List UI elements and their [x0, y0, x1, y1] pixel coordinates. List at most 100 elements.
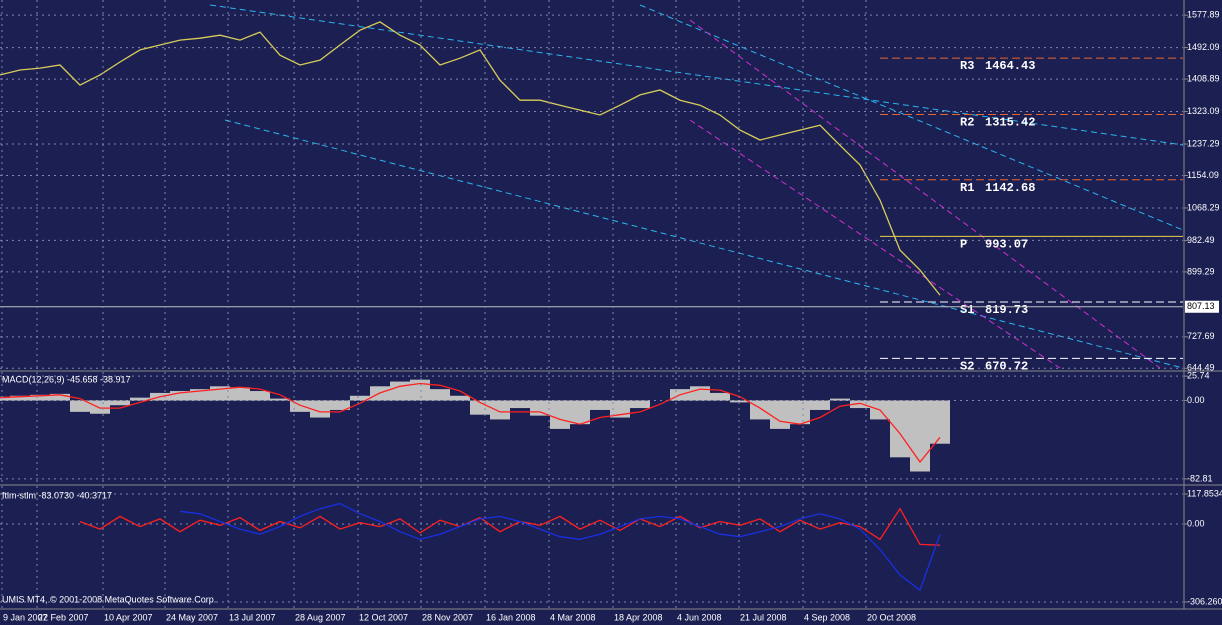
bar: [290, 400, 310, 412]
pivot-name: S2: [960, 360, 974, 374]
x-tick-label: 22 Feb 2007: [38, 612, 89, 622]
bar: [930, 400, 950, 444]
bar: [630, 400, 650, 409]
bar: [890, 400, 910, 458]
bar: [590, 400, 610, 410]
x-tick-label: 20 Oct 2008: [867, 612, 916, 622]
bar: [810, 400, 830, 410]
bar: [250, 391, 270, 401]
bar: [550, 400, 570, 429]
bar: [830, 398, 850, 401]
bar: [110, 400, 130, 406]
pivot-name: R2: [960, 116, 974, 130]
bar: [390, 381, 410, 401]
y-tick-label: 1577.89: [1187, 10, 1220, 20]
panel-borders: [0, 0, 1222, 610]
pivot-value: 1464.43: [985, 59, 1035, 73]
y-tick-label: 982.49: [1187, 235, 1215, 245]
pivot-value: 670.72: [985, 360, 1028, 374]
y-tick-label: 0.00: [1187, 518, 1205, 528]
bar: [750, 400, 770, 420]
y-tick-label: 1408.89: [1187, 73, 1220, 83]
bar: [570, 400, 590, 425]
channel-line: [689, 119, 1061, 369]
current-price-box: [1185, 300, 1219, 313]
y-tick-label: 727.69: [1187, 331, 1215, 341]
bar: [30, 394, 50, 401]
y-tick-label: 1492.09: [1187, 42, 1220, 52]
pivot-name: R1: [960, 181, 974, 195]
panel-title: MACD(12,26,9) -45.658 -38.917: [2, 374, 131, 384]
channel-line: [639, 4, 1184, 231]
bar: [10, 395, 30, 401]
y-tick-label: 1323.09: [1187, 106, 1220, 116]
x-tick-label: 4 Sep 2008: [804, 612, 850, 622]
x-tick-label: 18 Apr 2008: [614, 612, 663, 622]
bar: [130, 397, 150, 401]
bar: [530, 400, 550, 416]
x-tick-label: 12 Oct 2007: [359, 612, 408, 622]
y-tick-label: 899.29: [1187, 266, 1215, 276]
channel-line: [224, 119, 1184, 369]
pivot-value: 819.73: [985, 303, 1028, 317]
bar: [790, 400, 810, 425]
bar: [910, 400, 930, 472]
bar: [0, 396, 10, 401]
x-tick-label: 4 Jun 2008: [677, 612, 722, 622]
bar: [330, 400, 350, 410]
bar: [470, 400, 490, 415]
x-tick-label: 10 Apr 2007: [104, 612, 153, 622]
series-line: [0, 21, 941, 296]
bar: [710, 392, 730, 401]
bar: [230, 387, 250, 401]
pivot-value: 1142.68: [985, 181, 1035, 195]
channel-line: [209, 4, 1184, 146]
y-tick-label: 1068.29: [1187, 202, 1220, 212]
x-tick-label: 28 Nov 2007: [422, 612, 473, 622]
bar: [770, 400, 790, 429]
y-tick-label: 1154.09: [1187, 170, 1219, 180]
pivot-value: 1315.42: [985, 116, 1035, 130]
x-tick-label: 24 May 2007: [166, 612, 218, 622]
y-tick-label: 0.00: [1187, 395, 1205, 405]
y-tick-label: 644.49: [1187, 363, 1215, 373]
bar: [430, 389, 450, 401]
bar: [270, 398, 290, 401]
bar: [190, 389, 210, 401]
bar: [510, 400, 530, 409]
pivot-name: R3: [960, 59, 974, 73]
series-line: [0, 382, 941, 464]
pivot-name: S1: [960, 303, 974, 317]
bar: [490, 400, 510, 420]
x-tick-label: 21 Jul 2008: [740, 612, 787, 622]
y-tick-label: -82.81: [1187, 473, 1213, 483]
y-tick-label: 25.74: [1187, 371, 1210, 381]
bar: [730, 400, 750, 403]
current-price-label: 807.13: [1187, 301, 1215, 311]
bar: [70, 400, 90, 412]
x-tick-label: 13 Jul 2007: [229, 612, 276, 622]
series-line: [179, 502, 941, 592]
bar: [350, 395, 370, 401]
footer: UMIS MT4, © 2001-2008 MetaQuotes Softwar…: [2, 594, 216, 604]
channel-line: [689, 19, 1161, 369]
bar: [410, 379, 430, 401]
pivot-name: P: [960, 238, 967, 252]
channels: [209, 4, 1184, 369]
bar: [610, 400, 630, 418]
bar: [170, 391, 190, 401]
panel-title: ftlm-stlm -83.0730 -40.3717: [2, 490, 112, 500]
bar: [310, 400, 330, 418]
bar: [850, 400, 870, 409]
y-tick-label: -306.260: [1187, 596, 1222, 606]
y-tick-label: 117.8534: [1187, 488, 1222, 498]
bar: [50, 393, 70, 401]
x-tick-label: 16 Jan 2008: [486, 612, 536, 622]
x-tick-label: 4 Mar 2008: [550, 612, 596, 622]
bar: [450, 395, 470, 401]
x-tick-label: 28 Aug 2007: [295, 612, 346, 622]
bar: [90, 400, 110, 414]
pivot-value: 993.07: [985, 238, 1028, 252]
